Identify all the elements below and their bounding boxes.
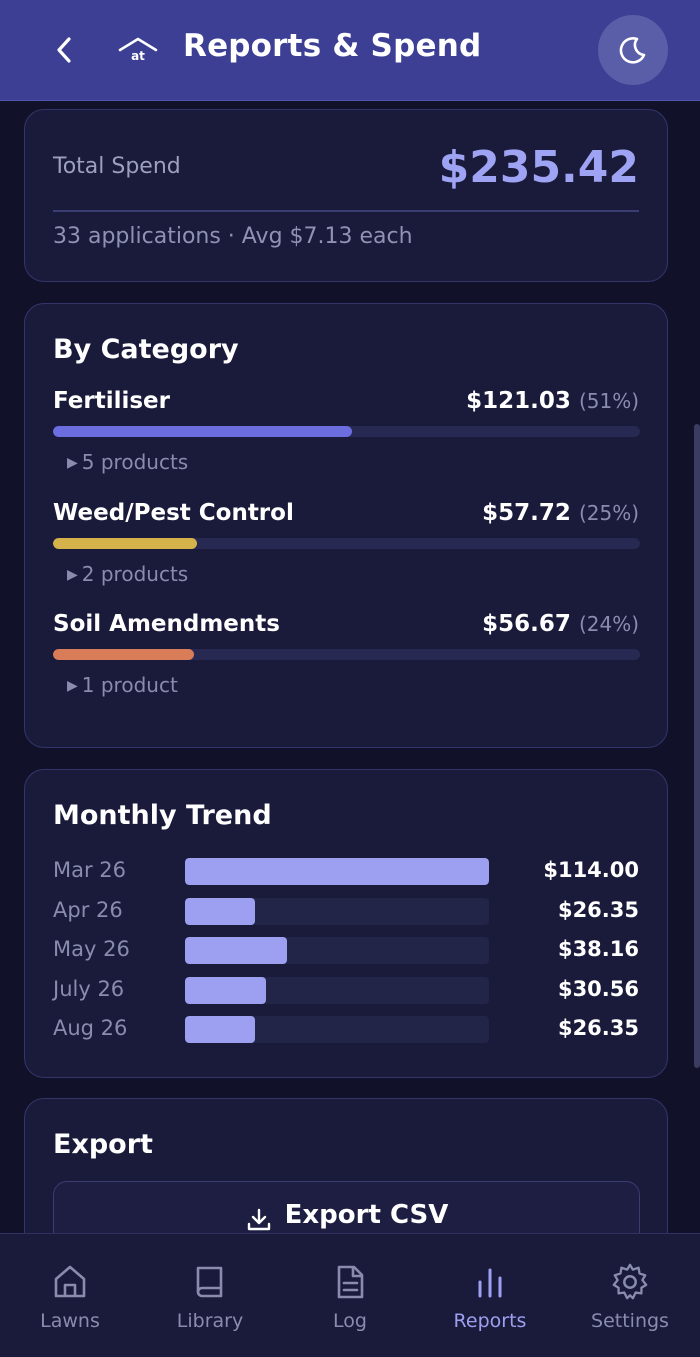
- month-bar-fill: [185, 1016, 256, 1043]
- month-bar-fill: [185, 937, 287, 964]
- month-bar-fill: [185, 977, 267, 1004]
- nav-item-library[interactable]: Library: [140, 1234, 280, 1357]
- content-scroll-area[interactable]: Total Spend $235.42 33 applications · Av…: [0, 101, 700, 1233]
- app-logo: at: [116, 34, 160, 66]
- download-icon: [247, 1208, 270, 1231]
- gear-icon: [610, 1260, 650, 1304]
- export-card: Export Export CSV: [24, 1098, 668, 1233]
- by-category-card: By Category Fertiliser $121.03 (51%) ▶ 5 …: [24, 303, 668, 748]
- category-products-count: 5 products: [81, 450, 189, 474]
- month-bar-fill: [185, 898, 256, 925]
- category-products-toggle-soil-amendments[interactable]: ▶ 1 product: [67, 673, 178, 697]
- total-spend-card: Total Spend $235.42 33 applications · Av…: [24, 109, 668, 282]
- total-spend-label: Total Spend: [53, 154, 181, 179]
- logo-text: at: [131, 49, 145, 63]
- category-amount: $56.67: [482, 611, 571, 637]
- category-amount-fertiliser: $121.03 (51%): [466, 388, 639, 414]
- category-products-count: 1 product: [81, 673, 178, 697]
- export-csv-button[interactable]: Export CSV: [53, 1181, 640, 1233]
- category-amount-weed-pest: $57.72 (25%): [482, 500, 639, 526]
- triangle-right-icon: ▶: [67, 455, 78, 471]
- nav-item-lawns[interactable]: Lawns: [0, 1234, 140, 1357]
- nav-label: Lawns: [40, 1310, 100, 1332]
- month-bar-track: [185, 898, 489, 925]
- category-bar-fill-weed-pest: [53, 538, 197, 549]
- home-icon: [50, 1260, 90, 1304]
- month-bar-track: [185, 1016, 489, 1043]
- divider: [53, 210, 639, 212]
- category-products-toggle-fertiliser[interactable]: ▶ 5 products: [67, 450, 188, 474]
- month-label: July 26: [53, 977, 125, 1001]
- nav-item-log[interactable]: Log: [280, 1234, 420, 1357]
- category-bar-track: [53, 649, 640, 660]
- category-amount: $57.72: [482, 500, 571, 526]
- category-amount: $121.03: [466, 388, 571, 414]
- category-percent: (24%): [578, 612, 639, 636]
- by-category-title: By Category: [53, 334, 239, 365]
- total-spend-summary: 33 applications · Avg $7.13 each: [53, 224, 413, 249]
- nav-label: Library: [176, 1310, 244, 1332]
- nav-item-settings[interactable]: Settings: [560, 1234, 700, 1357]
- document-icon: [330, 1260, 370, 1304]
- nav-item-reports[interactable]: Reports: [420, 1234, 560, 1357]
- back-button[interactable]: [44, 30, 84, 70]
- month-value: $26.35: [557, 1016, 639, 1040]
- month-value: $26.35: [557, 898, 639, 922]
- theme-toggle-button[interactable]: [598, 15, 668, 85]
- moon-icon: [619, 37, 646, 64]
- nav-label: Settings: [591, 1310, 669, 1332]
- month-bar-track: [185, 937, 489, 964]
- triangle-right-icon: ▶: [67, 678, 78, 694]
- app-header: at Reports & Spend: [0, 0, 700, 101]
- export-csv-label: Export CSV: [284, 1200, 449, 1230]
- category-name-soil-amendments: Soil Amendments: [53, 611, 280, 637]
- category-products-toggle-weed-pest[interactable]: ▶ 2 products: [67, 562, 188, 586]
- month-bar-track: [185, 858, 489, 885]
- month-label: Apr 26: [53, 898, 123, 922]
- month-bar-track: [185, 977, 489, 1004]
- category-percent: (25%): [578, 501, 639, 525]
- category-bar-fill-soil-amendments: [53, 649, 194, 660]
- month-value: $30.56: [557, 977, 639, 1001]
- nav-label: Log: [333, 1310, 367, 1332]
- category-bar-track: [53, 426, 640, 437]
- month-value: $38.16: [557, 937, 639, 961]
- bottom-nav: Lawns Library Log Reports: [0, 1233, 700, 1357]
- month-label: May 26: [53, 937, 130, 961]
- month-value: $114.00: [543, 858, 639, 882]
- month-bar-fill: [185, 858, 489, 885]
- category-bar-track: [53, 538, 640, 549]
- category-percent: (51%): [578, 389, 639, 413]
- page-title: Reports & Spend: [183, 28, 482, 64]
- total-spend-value: $235.42: [438, 142, 639, 193]
- category-amount-soil-amendments: $56.67 (24%): [482, 611, 639, 637]
- bar-chart-icon: [470, 1260, 510, 1304]
- scrollbar[interactable]: [694, 424, 700, 1068]
- chevron-left-icon: [57, 37, 71, 63]
- category-products-count: 2 products: [81, 562, 189, 586]
- month-label: Mar 26: [53, 858, 127, 882]
- category-name-weed-pest: Weed/Pest Control: [53, 500, 294, 526]
- export-title: Export: [53, 1129, 153, 1160]
- month-label: Aug 26: [53, 1016, 128, 1040]
- triangle-right-icon: ▶: [67, 567, 78, 583]
- monthly-trend-title: Monthly Trend: [53, 800, 272, 831]
- monthly-trend-card: Monthly Trend Mar 26 $114.00 Apr 26 $26.…: [24, 769, 668, 1078]
- book-icon: [190, 1260, 230, 1304]
- category-bar-fill-fertiliser: [53, 426, 353, 437]
- category-name-fertiliser: Fertiliser: [53, 388, 170, 414]
- nav-label: Reports: [453, 1310, 527, 1332]
